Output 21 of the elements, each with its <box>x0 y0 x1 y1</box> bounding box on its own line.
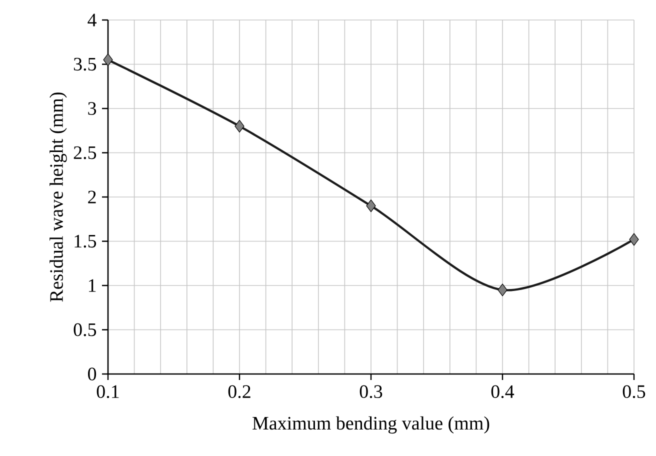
y-tick-label: 4 <box>88 14 97 26</box>
y-tick-label: 1 <box>88 279 96 292</box>
x-tick-label: 0.5 <box>622 385 646 398</box>
point <box>234 120 244 132</box>
y-tick-label: 0.5 <box>74 323 96 336</box>
x-tick-label: 0.3 <box>360 385 382 398</box>
x-tick-label: 0.4 <box>491 385 514 398</box>
x-tick-label: 0.1 <box>96 385 119 398</box>
y-tick-label: 2.5 <box>74 146 96 160</box>
point <box>103 54 113 66</box>
point <box>498 284 508 296</box>
point <box>629 233 639 246</box>
y-tick-label: 1.5 <box>74 234 96 248</box>
y-tick-label: 3.5 <box>74 58 96 71</box>
point <box>366 200 376 212</box>
y-tick-label: 3 <box>88 102 96 115</box>
y-tick-label: 2 <box>88 190 96 204</box>
y-axis-title: Residual wave height (mm) <box>50 92 67 302</box>
x-axis-title: Maximum bending value (mm) <box>252 416 490 434</box>
x-tick-label: 0.2 <box>228 385 250 398</box>
y-tick-label: 0 <box>88 368 96 380</box>
